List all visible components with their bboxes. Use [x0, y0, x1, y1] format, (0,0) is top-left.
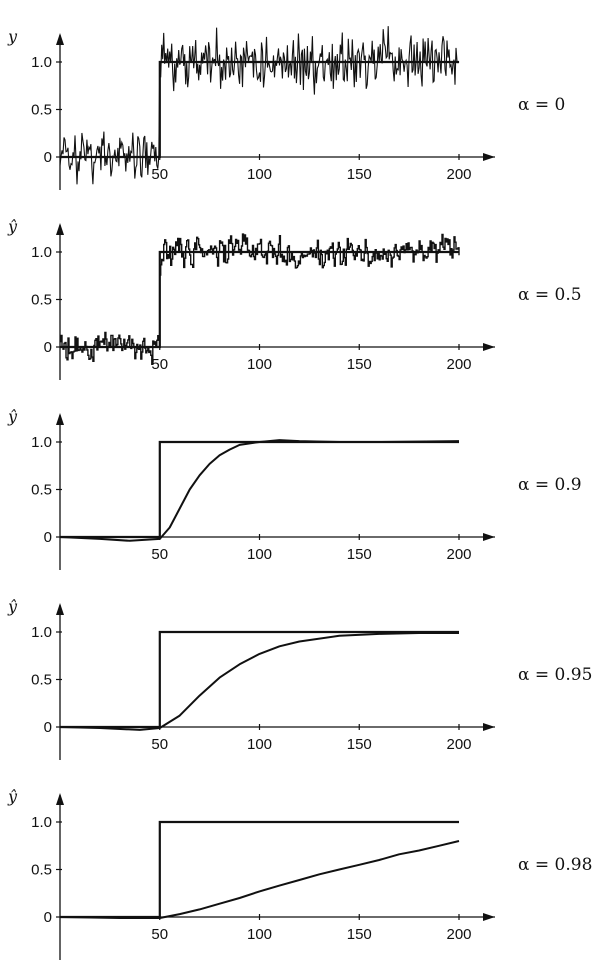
y-tick-label: 0.5: [31, 862, 52, 879]
y-axis-label: ŷ: [7, 407, 18, 426]
y-tick-label: 1.0: [31, 624, 52, 641]
x-tick-label: 200: [446, 166, 471, 183]
x-axis-arrow: [483, 153, 495, 161]
y-tick-label: 0: [44, 529, 52, 546]
estimate-line: [59, 840, 460, 919]
y-axis-arrow: [56, 33, 64, 45]
measured-signal-line: [60, 233, 460, 365]
y-axis-label: ŷ: [7, 217, 18, 236]
y-axis-arrow: [56, 223, 64, 235]
alpha-label: α = 0.95: [518, 665, 592, 685]
x-tick-label: 100: [247, 546, 272, 563]
reference-step-line: [60, 630, 459, 729]
y-tick-label: 0: [44, 719, 52, 736]
y-tick-label: 0: [44, 909, 52, 926]
x-tick-label: 150: [347, 166, 372, 183]
alpha-label: α = 0.9: [518, 475, 582, 495]
y-axis-label: y: [7, 27, 18, 46]
x-axis-arrow: [483, 723, 495, 731]
x-tick-label: 100: [247, 166, 272, 183]
x-tick-label: 50: [151, 546, 168, 563]
x-axis-arrow: [483, 343, 495, 351]
y-tick-label: 0.5: [31, 102, 52, 119]
y-tick-label: 0: [44, 339, 52, 356]
x-axis-arrow: [483, 533, 495, 541]
alpha-label: α = 0.5: [518, 285, 582, 305]
x-tick-label: 100: [247, 736, 272, 753]
x-tick-label: 150: [347, 736, 372, 753]
y-axis-arrow: [56, 603, 64, 615]
y-tick-label: 0: [44, 149, 52, 166]
x-tick-label: 100: [247, 356, 272, 373]
alpha-label: α = 0: [518, 95, 565, 115]
x-tick-label: 50: [151, 736, 168, 753]
x-tick-label: 50: [151, 926, 168, 943]
chart-panel-4: ŷ 0 0.5 1.0 50 100 150 200 α = 0.95: [7, 597, 592, 760]
y-axis-arrow: [56, 793, 64, 805]
x-tick-label: 150: [347, 356, 372, 373]
y-tick-label: 0.5: [31, 672, 52, 689]
x-tick-label: 50: [151, 356, 168, 373]
x-tick-label: 200: [446, 736, 471, 753]
chart-panel-1: y 0 0.5 1.0 50 100 150 200 α = 0: [7, 26, 565, 190]
x-tick-label: 200: [446, 356, 471, 373]
estimate-line: [59, 439, 460, 542]
y-tick-label: 1.0: [31, 434, 52, 451]
alpha-label: α = 0.98: [518, 855, 592, 875]
x-tick-label: 100: [247, 926, 272, 943]
x-tick-label: 50: [151, 166, 168, 183]
y-tick-label: 1.0: [31, 244, 52, 261]
x-tick-label: 200: [446, 546, 471, 563]
chart-panel-5: ŷ 0 0.5 1.0 50 100 150 200 α = 0.98: [7, 787, 592, 960]
y-tick-label: 1.0: [31, 814, 52, 831]
reference-step-line: [60, 250, 459, 349]
y-tick-label: 1.0: [31, 54, 52, 71]
chart-panel-2: ŷ 0 0.5 1.0 50 100 150 200 α = 0.5: [7, 217, 582, 380]
reference-step-line: [60, 440, 459, 539]
x-tick-label: 150: [347, 546, 372, 563]
measured-signal-line: [59, 26, 460, 185]
y-axis-label: ŷ: [7, 787, 18, 806]
x-tick-label: 150: [347, 926, 372, 943]
y-axis-label: ŷ: [7, 597, 18, 616]
reference-step-line: [60, 820, 459, 919]
y-axis-arrow: [56, 413, 64, 425]
estimate-line: [59, 632, 459, 731]
x-axis-arrow: [483, 913, 495, 921]
y-tick-label: 0.5: [31, 292, 52, 309]
y-tick-label: 0.5: [31, 482, 52, 499]
chart-panel-3: ŷ 0 0.5 1.0 50 100 150 200 α = 0.9: [7, 407, 582, 570]
x-tick-label: 200: [446, 926, 471, 943]
